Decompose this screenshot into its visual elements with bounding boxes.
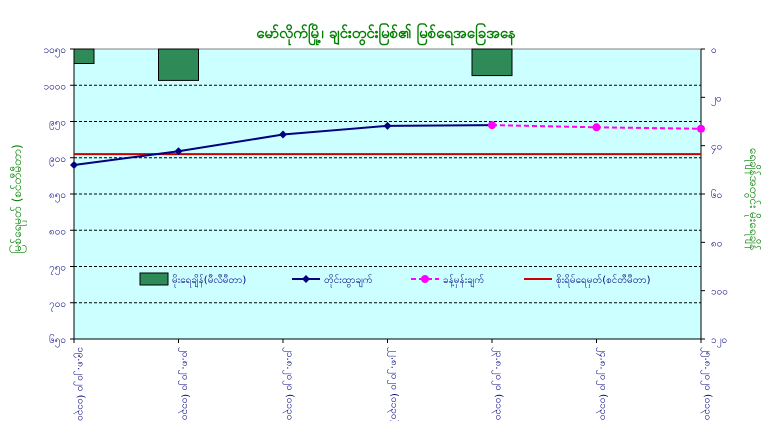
x-axis-tick-label: ၁၉.၈.၂၀၂၀ (၀၁၃၀) [73,347,86,421]
legend-item: ခန့်မှန်းချက် [411,273,484,288]
x-axis-tick-label: ၂၀.၈.၂၀၂၀ (၀၁၃၀) [178,347,191,421]
right-axis-tick-label: ၆၀ [711,188,722,201]
legend-marker [421,275,429,283]
legend-marker [302,275,310,283]
right-axis-tick-label: ၁၂၀ [711,335,727,348]
right-axis-tick-label: ၈၀ [711,238,722,249]
x-axis-tick-label: ၂၂.၈.၂၀၂၀ (၀၁၃၀) [387,347,400,421]
rainfall-bar [471,48,513,77]
legend-label: မိုးရေချိန်(မီလီမီတာ) [172,273,246,288]
left-axis-tick-label: ၉၅၀ [49,118,66,131]
forecast-point [697,124,705,133]
left-axis-tick-label: ၈၅၀ [49,190,66,203]
x-axis-tick-label: ၂၃.၈.၂၀၂၀ (၀၁၃၀) [491,347,504,421]
legend-item: တိုင်းထွာချက် [292,273,373,288]
legend-label: ခန့်မှန်းချက် [443,273,484,288]
left-axis-tick-label: ၁၀၅၀ [44,45,67,58]
left-axis-tick-label: ၁၀၀၀ [44,81,67,92]
left-axis-title: မြစ်ရေမှတ် (စင်တီမီတာ) [8,144,27,253]
right-axis-tick-label: ၂၀ [711,93,722,106]
right-axis-tick-label: ၀ [711,45,717,56]
x-axis-tick-label: ၂၁.၈.၂၀၂၀ (၀၁၃၀) [282,347,295,421]
legend-item: မိုးရေချိန်(မီလီမီတာ) [139,272,246,288]
legend-item: စိုးရိမ်ရေမှတ်(စင်တီမီတာ) [524,273,651,288]
forecast-point [488,121,496,130]
legend-label: စိုးရိမ်ရေမှတ်(စင်တီမီတာ) [556,273,651,288]
rainfall-bar [158,48,199,81]
left-axis-tick-label: ၉၀၀ [49,154,66,167]
forecast-point [592,123,601,132]
legend-label: တိုင်းထွာချက် [324,273,373,288]
legend-swatch [139,272,169,286]
right-axis-title: ရေချိန်အတွင်း မိုးရေချိန် [744,148,762,251]
left-axis-tick-label: ၈၀၀ [49,226,66,237]
x-axis-tick-label: ၂၅.၈.၂၀၂၀ (၀၁၃၀) [700,347,713,421]
observed-point [70,161,78,169]
right-axis-tick-label: ၄၀ [711,142,722,155]
observed-point [279,130,287,139]
x-axis-tick-label: ၂၄.၈.၂၀၂၀ (၀၁၃၀) [596,347,609,421]
left-axis-tick-label: ၆၅၀ [49,333,66,348]
right-axis-tick-label: ၁၀၀ [711,287,728,298]
rainfall-bar [73,48,95,64]
left-axis-tick-label: ၇၅၀ [49,263,66,276]
observed-point [383,121,392,130]
left-axis-tick-label: ၇၀၀ [49,299,66,312]
observed-point [174,147,183,156]
